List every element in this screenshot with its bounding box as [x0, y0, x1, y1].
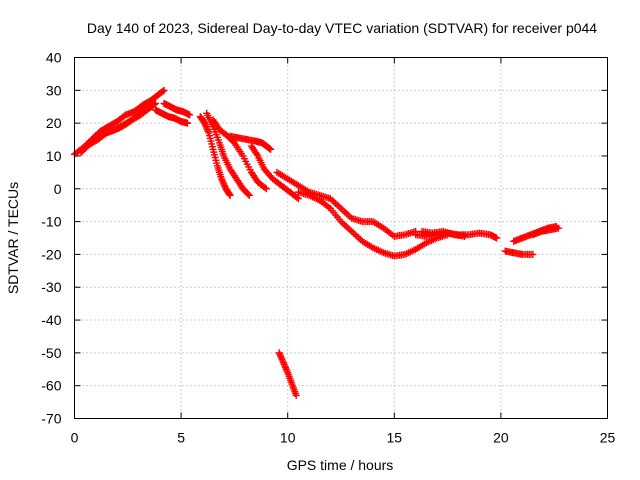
data-point — [461, 232, 469, 240]
x-axis-label: GPS time / hours — [287, 457, 394, 473]
y-tick-label: 40 — [46, 50, 62, 66]
series-track-d-plateau — [160, 99, 194, 119]
series-track-f-drop — [196, 113, 234, 199]
data-point — [186, 111, 194, 119]
data-point — [159, 87, 167, 95]
series-track-k-descent — [273, 168, 420, 240]
series-track-i-drop — [226, 132, 275, 153]
data-point — [244, 190, 252, 198]
y-tick-label: -50 — [41, 345, 61, 361]
y-tick-label: -70 — [41, 411, 61, 427]
series-track-q-late-c — [529, 224, 562, 239]
series-track-e-plateau — [152, 106, 191, 127]
y-tick-label: -40 — [41, 312, 61, 328]
data-point — [554, 224, 562, 232]
series-track-o-late-a — [501, 247, 537, 258]
series-track-c-rise — [98, 98, 155, 139]
y-tick-label: 30 — [46, 82, 62, 98]
data-point — [245, 191, 253, 199]
x-tick-label: 25 — [600, 430, 616, 446]
data-point — [183, 119, 191, 127]
x-tick-label: 20 — [493, 430, 509, 446]
y-tick-label: -20 — [41, 246, 61, 262]
y-axis-label: SDTVAR / TECUs — [5, 182, 21, 294]
data-point — [160, 86, 168, 94]
y-tick-label: 20 — [46, 115, 62, 131]
data-point — [262, 185, 270, 193]
y-tick-label: -30 — [41, 279, 61, 295]
y-tick-label: 10 — [46, 148, 62, 164]
series-track-g-drop — [203, 109, 253, 199]
y-tick-label: 0 — [54, 181, 62, 197]
series-track-n-flat — [418, 227, 469, 240]
data-point — [294, 195, 302, 203]
data-point — [147, 98, 155, 106]
data-markers — [71, 86, 562, 400]
axis-ticks: 0 5 10 15 20 25 -70 -60 -50 -40 -30 -20 -10 0 10 20 30 40 — [41, 50, 615, 446]
series-track-l-descent — [294, 188, 452, 260]
data-point — [529, 250, 537, 258]
plot-frame — [74, 57, 608, 419]
x-tick-label: 5 — [177, 430, 185, 446]
data-point — [292, 392, 300, 400]
data-point — [226, 191, 234, 199]
y-tick-label: -60 — [41, 378, 61, 394]
data-point — [493, 234, 501, 242]
data-point — [267, 145, 275, 153]
data-point — [146, 99, 154, 107]
series-track-r-outlier — [275, 349, 300, 400]
y-tick-label: -10 — [41, 214, 61, 230]
series-track-j-drop — [247, 142, 302, 203]
x-tick-label: 15 — [387, 430, 403, 446]
data-point — [225, 190, 233, 198]
chart-title: Day 140 of 2023, Sidereal Day-to-day VTE… — [87, 20, 597, 36]
x-tick-label: 10 — [280, 430, 296, 446]
data-point — [261, 184, 269, 192]
data-point — [293, 194, 301, 202]
x-tick-label: 0 — [71, 430, 79, 446]
